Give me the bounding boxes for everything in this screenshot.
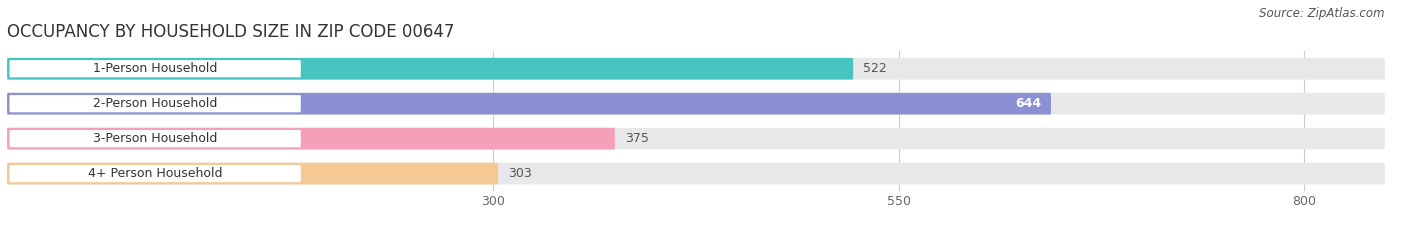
FancyBboxPatch shape bbox=[7, 128, 1385, 150]
Text: 2-Person Household: 2-Person Household bbox=[93, 97, 218, 110]
FancyBboxPatch shape bbox=[8, 59, 302, 78]
Text: 4+ Person Household: 4+ Person Household bbox=[89, 167, 222, 180]
Text: 1-Person Household: 1-Person Household bbox=[93, 62, 218, 75]
FancyBboxPatch shape bbox=[8, 94, 302, 113]
FancyBboxPatch shape bbox=[7, 163, 498, 185]
FancyBboxPatch shape bbox=[7, 58, 1385, 80]
FancyBboxPatch shape bbox=[8, 129, 302, 148]
Text: 644: 644 bbox=[1015, 97, 1042, 110]
FancyBboxPatch shape bbox=[7, 163, 1385, 185]
Text: 375: 375 bbox=[624, 132, 648, 145]
FancyBboxPatch shape bbox=[7, 58, 853, 80]
FancyBboxPatch shape bbox=[7, 128, 614, 150]
Text: Source: ZipAtlas.com: Source: ZipAtlas.com bbox=[1260, 7, 1385, 20]
FancyBboxPatch shape bbox=[8, 164, 302, 183]
Text: 3-Person Household: 3-Person Household bbox=[93, 132, 218, 145]
FancyBboxPatch shape bbox=[7, 93, 1385, 115]
Text: OCCUPANCY BY HOUSEHOLD SIZE IN ZIP CODE 00647: OCCUPANCY BY HOUSEHOLD SIZE IN ZIP CODE … bbox=[7, 23, 454, 41]
FancyBboxPatch shape bbox=[7, 93, 1050, 115]
Text: 303: 303 bbox=[508, 167, 531, 180]
Text: 522: 522 bbox=[863, 62, 887, 75]
